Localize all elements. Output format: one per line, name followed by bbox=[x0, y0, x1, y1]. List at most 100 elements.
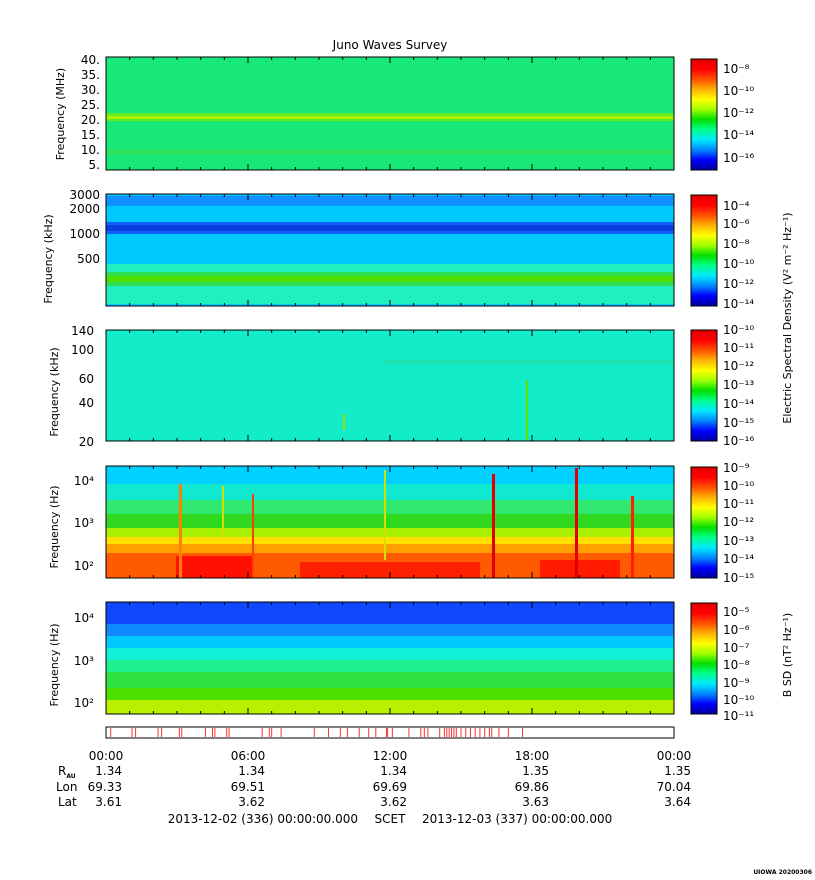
panel-3-cbar-tick: 10⁻¹² bbox=[723, 359, 754, 373]
panel-3-ytick-label: 100 bbox=[71, 343, 94, 357]
ephem-value-lat: 3.63 bbox=[522, 795, 549, 809]
ephem-value-lon: 69.51 bbox=[231, 780, 265, 794]
panel-5-ytick-label: 10⁴ bbox=[74, 611, 94, 625]
panel-5-ylabel: Frequency (Hz) bbox=[48, 624, 61, 707]
panel-4-cbar-tick: 10⁻¹⁴ bbox=[723, 552, 754, 566]
panel-4-spectrogram bbox=[105, 465, 675, 579]
panel-1: Frequency (MHz) 40. 35. 30. 25. 20. 15. … bbox=[54, 53, 754, 172]
panel-1-colorbar bbox=[690, 58, 718, 171]
time-axis: 00:00 06:00 12:00 18:00 00:00 RAU 1.34 1… bbox=[56, 749, 691, 826]
time-range-start: 2013-12-02 (336) 00:00:00.000 bbox=[168, 812, 358, 826]
panel-4-hot-region bbox=[176, 556, 254, 578]
panel-1-cbar-tick: 10⁻¹⁰ bbox=[723, 84, 754, 98]
panel-3-spike bbox=[343, 414, 345, 430]
panel-2-cbar-tick: 10⁻⁴ bbox=[723, 199, 750, 213]
panel-5-colorbar bbox=[690, 602, 718, 715]
panel-3-cbar-tick: 10⁻¹⁰ bbox=[723, 323, 754, 337]
panel-4-burst bbox=[631, 496, 634, 578]
panel-1-band-9mhz bbox=[106, 150, 674, 154]
time-tick-label: 00:00 bbox=[89, 749, 124, 763]
panel-5-layer bbox=[106, 636, 674, 650]
panel-4-cbar-tick: 10⁻¹⁵ bbox=[723, 571, 754, 585]
ephem-value-rau: 1.35 bbox=[522, 764, 549, 778]
panel-5: Frequency (Hz) 10⁴ 10³ 10² 10⁻⁵ 10⁻⁶ 10⁻… bbox=[48, 601, 794, 723]
event-markers bbox=[110, 728, 524, 737]
panel-5-cbar-tick: 10⁻⁸ bbox=[723, 658, 750, 672]
ephem-value-rau: 1.34 bbox=[238, 764, 265, 778]
panel-3-band-80khz bbox=[385, 360, 674, 364]
panel-1-ytick-label: 25. bbox=[81, 98, 100, 112]
panel-3-colorbar bbox=[690, 329, 718, 442]
panel-5-colorbar-label: B SD (nT² Hz⁻¹) bbox=[781, 613, 794, 697]
panel-5-cbar-tick: 10⁻⁹ bbox=[723, 676, 750, 690]
time-range-scet: SCET bbox=[375, 812, 407, 826]
rau-label-sub: AU bbox=[66, 773, 75, 780]
ephem-value-lon: 69.69 bbox=[373, 780, 407, 794]
panel-4-layer bbox=[106, 537, 674, 545]
panel-1-ytick-label: 20. bbox=[81, 113, 100, 127]
rau-label-main: R bbox=[58, 764, 66, 778]
panel-1-ytick-label: 5. bbox=[89, 158, 100, 172]
panel-4-layer bbox=[106, 500, 674, 516]
ephem-value-lat: 3.61 bbox=[95, 795, 122, 809]
panel-1-ytick-label: 40. bbox=[81, 53, 100, 67]
time-tick-label: 18:00 bbox=[515, 749, 550, 763]
panel-4-cbar-tick: 10⁻¹¹ bbox=[723, 497, 754, 511]
panel-4-colorbar bbox=[690, 466, 718, 579]
panel-1-spectrogram bbox=[105, 56, 675, 171]
panel-2-ytick-label: 500 bbox=[77, 252, 100, 266]
panel-1-ytick-label: 35. bbox=[81, 68, 100, 82]
panel-5-cbar-tick: 10⁻⁶ bbox=[723, 623, 750, 637]
panel-1-ytick-label: 30. bbox=[81, 83, 100, 97]
event-strip bbox=[105, 726, 675, 739]
panel-3-spectrogram bbox=[105, 329, 675, 442]
panel-2-spectrogram bbox=[105, 193, 675, 307]
panel-4-ylabel: Frequency (Hz) bbox=[48, 486, 61, 569]
panel-5-cbar-tick: 10⁻⁵ bbox=[723, 605, 750, 619]
panel-4-ytick-label: 10³ bbox=[74, 516, 94, 530]
panel-4-ytick-label: 10² bbox=[74, 559, 94, 573]
panel-5-ytick-label: 10² bbox=[74, 696, 94, 710]
panel-4-ytick-label: 10⁴ bbox=[74, 474, 94, 488]
panel-2-band-1000khz-core bbox=[106, 225, 674, 231]
panel-4-layer bbox=[106, 544, 674, 554]
panel-4-burst bbox=[384, 470, 386, 560]
panel-3-cbar-tick: 10⁻¹⁴ bbox=[723, 397, 754, 411]
ephem-row-label-lon: Lon bbox=[56, 780, 77, 794]
panel-5-layer bbox=[106, 672, 674, 690]
panel-1-cbar-tick: 10⁻⁸ bbox=[723, 62, 750, 76]
ephem-value-rau: 1.34 bbox=[380, 764, 407, 778]
panel-5-cbar-tick: 10⁻¹⁰ bbox=[723, 693, 754, 707]
panel-4-layer bbox=[106, 514, 674, 530]
panel-3-cbar-tick: 10⁻¹⁶ bbox=[723, 434, 754, 448]
panel-2-ylabel: Frequency (kHz) bbox=[42, 214, 55, 303]
panel-2-cbar-tick: 10⁻⁸ bbox=[723, 237, 750, 251]
panel-2-cbar-tick: 10⁻¹² bbox=[723, 277, 754, 291]
panel-3-ytick-label: 20 bbox=[79, 435, 94, 449]
ephem-row-label-lat: Lat bbox=[58, 795, 77, 809]
panel-1-ylabel: Frequency (MHz) bbox=[54, 68, 67, 160]
event-strip-frame bbox=[105, 726, 675, 739]
panel-2-cbar-tick: 10⁻⁶ bbox=[723, 217, 750, 231]
time-tick-label: 06:00 bbox=[231, 749, 266, 763]
panel-1-band-20mhz-core bbox=[106, 116, 674, 119]
panel-2-band-top bbox=[106, 196, 674, 206]
footer-tag: UIOWA 20200306 bbox=[753, 869, 812, 876]
panel-1-ytick-label: 15. bbox=[81, 128, 100, 142]
panel-4-burst bbox=[492, 474, 495, 578]
panel-2-colorbar bbox=[690, 194, 718, 307]
panel-3: Frequency (kHz) 140 100 60 40 20 10⁻¹⁰ 1… bbox=[48, 323, 754, 449]
panel-4-cbar-tick: 10⁻⁹ bbox=[723, 461, 750, 475]
panel-3-ytick-label: 140 bbox=[71, 324, 94, 338]
panel-5-cbar-tick: 10⁻⁷ bbox=[723, 641, 750, 655]
panel-5-ytick-label: 10³ bbox=[74, 654, 94, 668]
panel-4-burst bbox=[222, 486, 224, 536]
panel-2-ytick-label: 1000 bbox=[69, 227, 100, 241]
panel-2-ytick-label: 2000 bbox=[69, 202, 100, 216]
ephem-value-lon: 69.33 bbox=[88, 780, 122, 794]
ephem-value-rau: 1.34 bbox=[95, 764, 122, 778]
panel-3-spike bbox=[526, 380, 528, 440]
panel-3-background bbox=[106, 330, 674, 441]
panel-4-burst bbox=[179, 484, 182, 578]
